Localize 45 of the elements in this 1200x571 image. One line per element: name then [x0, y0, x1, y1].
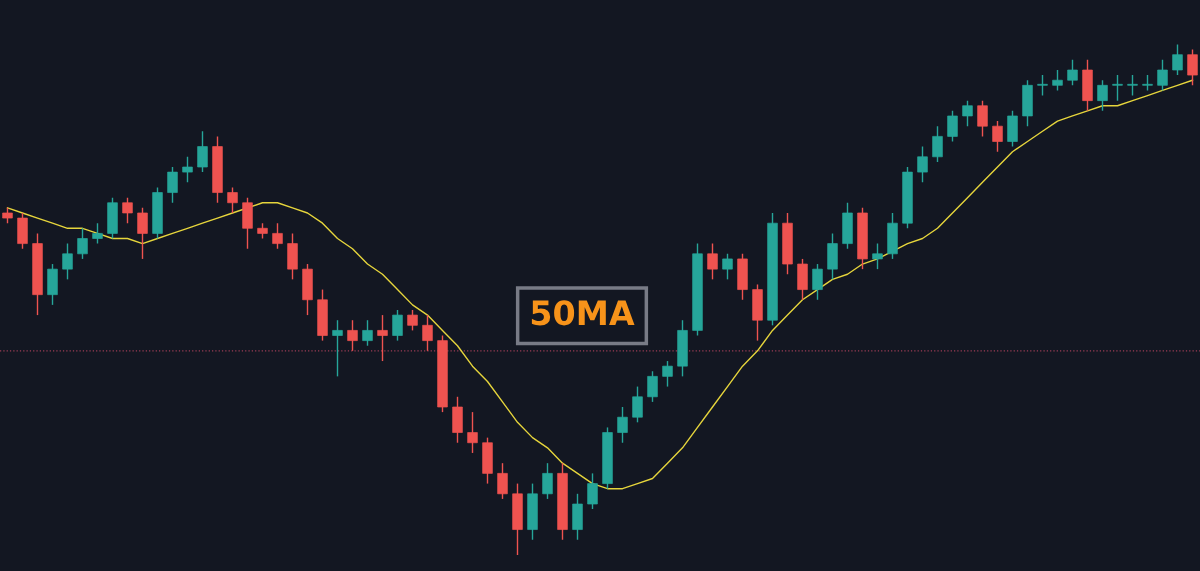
candlestick: [932, 125, 943, 163]
candlestick: [122, 196, 133, 224]
candlestick: [1157, 59, 1168, 92]
candlestick: [617, 406, 628, 444]
candlestick: [272, 222, 283, 250]
candlestick: [182, 156, 193, 184]
candlestick: [992, 120, 1003, 153]
candlestick: [407, 309, 418, 332]
candlestick: [1127, 74, 1138, 97]
candlestick: [227, 186, 238, 214]
candlestick: [62, 242, 73, 281]
annotation: 50MA: [531, 300, 635, 326]
candlestick: [707, 242, 718, 281]
candlestick: [632, 385, 643, 424]
candlestick: [962, 99, 973, 127]
candlestick: [467, 411, 478, 454]
candlestick: [662, 360, 673, 388]
candlestick: [1172, 43, 1183, 76]
candlestick: [812, 263, 823, 301]
candlestick: [1037, 74, 1048, 97]
candlestick: [1187, 48, 1198, 87]
candlestick: [1052, 69, 1063, 92]
candlestick: [722, 253, 733, 281]
candlestick: [422, 314, 433, 352]
candlestick: [92, 222, 103, 245]
candlestick: [77, 227, 88, 260]
candlestick: [1097, 79, 1108, 112]
candlestick: [377, 314, 388, 362]
candlestick: [917, 145, 928, 184]
candlestick: [587, 472, 598, 510]
candlestick: [137, 207, 148, 260]
candlestick: [497, 462, 508, 500]
candlestick: [167, 166, 178, 204]
candlestick: [872, 242, 883, 270]
candlestick: [347, 319, 358, 352]
candlestick: [362, 319, 373, 347]
candlestick: [542, 462, 553, 500]
candlestick: [947, 110, 958, 143]
candlestick: [1112, 74, 1123, 102]
candlestick: [197, 130, 208, 173]
candlestick: [392, 309, 403, 342]
candlestick: [647, 370, 658, 403]
candlestick: [977, 99, 988, 138]
candlestick: [1067, 59, 1078, 87]
candlestick: [332, 319, 343, 378]
